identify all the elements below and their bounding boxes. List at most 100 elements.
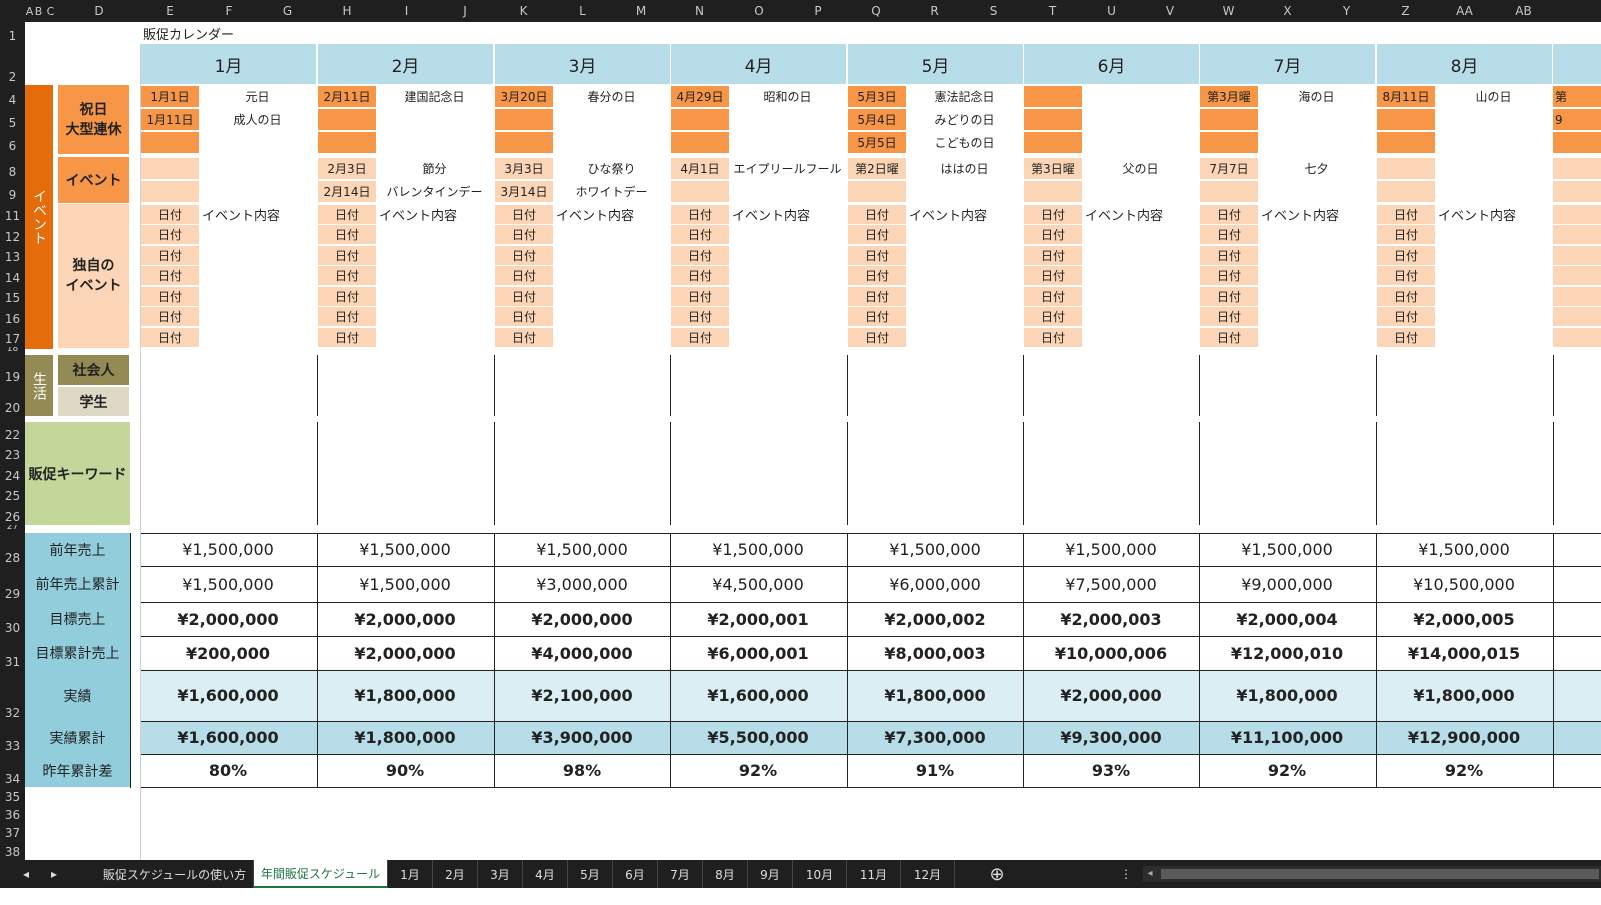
prev-sales-value[interactable]: ¥1,500,000	[1065, 540, 1157, 559]
own-event-date[interactable]: 日付	[141, 328, 199, 347]
column-header-t[interactable]: T	[1023, 0, 1082, 22]
own-event-date[interactable]: 日付	[1024, 225, 1082, 244]
row-header-38[interactable]: 38	[0, 841, 25, 860]
holiday-date[interactable]	[1377, 132, 1435, 153]
holiday-name[interactable]	[1258, 109, 1375, 130]
column-header-y[interactable]: Y	[1317, 0, 1376, 22]
own-event-label[interactable]: 独自の イベント	[58, 204, 129, 348]
column-header-q[interactable]: Q	[847, 0, 905, 22]
holiday-name[interactable]	[199, 132, 316, 153]
own-event-date[interactable]: 日付	[848, 287, 906, 306]
holiday-date[interactable]	[1200, 109, 1258, 130]
row-header-30[interactable]: 30	[0, 602, 25, 636]
row-header-35[interactable]: 35	[0, 787, 25, 805]
row-header-4[interactable]: 4	[0, 85, 25, 108]
actual-value[interactable]: ¥1,800,000	[884, 686, 986, 705]
column-header-p[interactable]: P	[789, 0, 847, 22]
event-date[interactable]: 第2日曜	[848, 158, 906, 179]
event-name[interactable]	[1082, 181, 1199, 202]
own-event-date[interactable]: 日付	[848, 328, 906, 347]
event-name[interactable]	[199, 158, 316, 179]
target-sales-label[interactable]: 目標売上	[25, 602, 130, 636]
target-sales-value[interactable]: ¥2,000,005	[1413, 609, 1515, 629]
event-name[interactable]	[1258, 181, 1375, 202]
column-header-w[interactable]: W	[1199, 0, 1258, 22]
own-event-content[interactable]: イベント内容	[909, 209, 988, 224]
holiday-name[interactable]	[1435, 109, 1552, 130]
target-cumulative-value[interactable]: ¥10,000,006	[1054, 643, 1168, 663]
event-name[interactable]	[1435, 181, 1552, 202]
event-date[interactable]: 4月1日	[671, 158, 729, 179]
own-event-date[interactable]: 日付	[1200, 266, 1258, 285]
event-name[interactable]: ホワイトデー	[575, 185, 648, 199]
diff-value[interactable]: 98%	[562, 761, 602, 780]
own-event-date[interactable]: 日付	[1377, 246, 1435, 265]
own-event-date[interactable]: 日付	[1377, 307, 1435, 326]
column-header-b[interactable]: B	[34, 0, 43, 22]
row-header-20[interactable]: 20	[0, 385, 25, 416]
horizontal-scrollbar[interactable]: ◂	[1143, 866, 1601, 882]
target-sales-value[interactable]: ¥2,000,003	[1060, 609, 1162, 629]
own-event-date[interactable]: 日付	[141, 307, 199, 326]
event-date[interactable]	[1377, 181, 1435, 202]
holiday-date[interactable]: 第3月曜	[1200, 86, 1258, 107]
row-header-1[interactable]: 1	[0, 22, 25, 44]
column-header-z[interactable]: Z	[1376, 0, 1435, 22]
own-event-date[interactable]: 日付	[318, 287, 376, 306]
target-cumulative-value[interactable]: ¥8,000,003	[884, 643, 986, 663]
holiday-name[interactable]: 元日	[245, 90, 270, 104]
actual-value[interactable]: ¥2,100,000	[531, 686, 633, 705]
tab-scroll-left-icon[interactable]: ◂	[22, 867, 30, 881]
sheet-tab[interactable]: 10月	[793, 860, 847, 888]
column-header-k[interactable]: K	[494, 0, 553, 22]
column-header-f[interactable]: F	[200, 0, 258, 22]
month-header-7[interactable]: 7月	[1200, 44, 1375, 84]
row-header-25[interactable]: 25	[0, 484, 25, 504]
column-header-r[interactable]: R	[905, 0, 964, 22]
holiday-name[interactable]	[553, 109, 670, 130]
event-date[interactable]	[1024, 181, 1082, 202]
month-header-8[interactable]: 8月	[1377, 44, 1552, 84]
more-vert-icon[interactable]: ⋮	[1120, 867, 1132, 881]
diff-value[interactable]: 92%	[1444, 761, 1484, 780]
worker-label[interactable]: 社会人	[58, 355, 129, 385]
holiday-name[interactable]	[1435, 132, 1552, 153]
holiday-name[interactable]	[376, 109, 493, 130]
month-header-6[interactable]: 6月	[1024, 44, 1199, 84]
row-header-31[interactable]: 31	[0, 636, 25, 670]
prev-cumulative-value[interactable]: ¥1,500,000	[359, 574, 451, 594]
target-cumulative-value[interactable]: ¥14,000,015	[1407, 643, 1521, 663]
prev-cumulative-value[interactable]: ¥6,000,000	[889, 574, 981, 594]
prev-cumulative-value[interactable]: ¥7,500,000	[1065, 574, 1157, 594]
target-cumulative-value[interactable]: ¥12,000,010	[1230, 643, 1344, 663]
prev-cumulative-value[interactable]: ¥4,500,000	[712, 574, 804, 594]
holiday-name[interactable]: 憲法記念日	[934, 90, 995, 104]
diff-value[interactable]: 91%	[915, 761, 955, 780]
column-header-a[interactable]: A	[25, 0, 34, 22]
sheet-title[interactable]: 販促カレンダー	[143, 27, 235, 43]
holiday-date[interactable]	[495, 132, 553, 153]
event-name[interactable]: 節分	[422, 162, 447, 176]
prev-cumulative-value[interactable]: ¥3,000,000	[536, 574, 628, 594]
actual-cumulative-value[interactable]: ¥9,300,000	[1060, 728, 1162, 747]
target-cumulative-value[interactable]: ¥6,000,001	[707, 643, 809, 663]
own-event-date[interactable]: 日付	[848, 266, 906, 285]
sheet-tab[interactable]: 3月	[478, 860, 523, 888]
own-event-date[interactable]: 日付	[1377, 205, 1435, 224]
own-event-date[interactable]: 日付	[495, 287, 553, 306]
holiday-date[interactable]: 3月20日	[495, 86, 553, 107]
own-event-date[interactable]: 日付	[141, 266, 199, 285]
keyword-label[interactable]: 販促キーワード	[25, 422, 130, 525]
actual-cumulative-value[interactable]: ¥5,500,000	[707, 728, 809, 747]
own-event-date[interactable]: 日付	[1024, 246, 1082, 265]
holiday-date[interactable]: 5月4日	[848, 109, 906, 130]
sheet-tab[interactable]: 12月	[901, 860, 955, 888]
sheet-tab[interactable]: 販促スケジュールの使い方	[96, 860, 254, 888]
holiday-name[interactable]: みどりの日	[934, 113, 995, 127]
own-event-date[interactable]: 日付	[848, 205, 906, 224]
event-name[interactable]: 七夕	[1304, 162, 1329, 176]
student-label[interactable]: 学生	[58, 387, 129, 416]
row-header-28[interactable]: 28	[0, 533, 25, 566]
own-event-content[interactable]: イベント内容	[1261, 209, 1340, 224]
column-header-i[interactable]: I	[377, 0, 436, 22]
